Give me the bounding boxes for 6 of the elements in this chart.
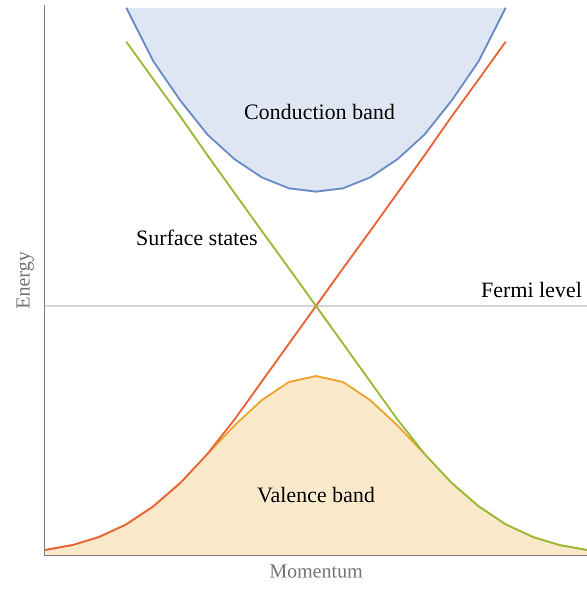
series-label: Surface states [136, 225, 258, 250]
series-label: Conduction band [244, 99, 395, 124]
x-axis-title: Momentum [269, 560, 364, 582]
series-label: Valence band [257, 482, 375, 507]
y-axis-title: Energy [12, 251, 34, 309]
ref-line-label: Fermi level [481, 277, 582, 302]
